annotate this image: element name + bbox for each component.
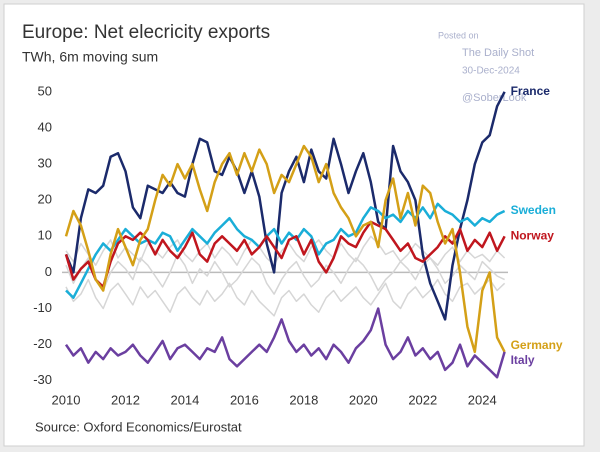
x-tick-label: 2016 — [230, 392, 259, 407]
x-tick-label: 2014 — [170, 392, 199, 407]
series-label: Norway — [511, 228, 555, 242]
y-tick-label: 30 — [38, 156, 52, 171]
series-line — [64, 144, 506, 354]
y-tick-label: -20 — [33, 336, 52, 351]
x-tick-label: 2012 — [111, 392, 140, 407]
series-label: Sweden — [511, 203, 556, 217]
y-tick-label: -10 — [33, 300, 52, 315]
source: Source: Oxford Economics/Eurostat — [35, 419, 242, 434]
watermark: 30-Dec-2024 — [462, 66, 520, 77]
chart-title: Europe: Net elecricity exports — [22, 22, 270, 43]
series-line — [64, 307, 506, 379]
watermark: @SoberLook — [462, 92, 527, 104]
series-label: Germany — [511, 338, 563, 352]
x-tick-label: 2010 — [52, 392, 81, 407]
watermark: The Daily Shot — [462, 47, 534, 59]
x-tick-label: 2018 — [289, 392, 318, 407]
card — [3, 3, 585, 447]
watermark: Posted on — [438, 30, 479, 40]
series-line — [64, 91, 506, 321]
x-tick-label: 2022 — [408, 392, 437, 407]
y-tick-label: -30 — [33, 372, 52, 387]
series-label: France — [511, 84, 551, 98]
series-label: Italy — [511, 353, 535, 367]
chart-subtitle: TWh, 6m moving sum — [22, 49, 158, 65]
y-tick-label: 20 — [38, 192, 52, 207]
x-tick-label: 2020 — [349, 392, 378, 407]
series-line — [64, 220, 506, 289]
y-tick-label: 50 — [38, 83, 52, 98]
y-tick-label: 10 — [38, 228, 52, 243]
x-tick-label: 2024 — [468, 392, 497, 407]
y-tick-label: 40 — [38, 119, 52, 134]
y-tick-label: 0 — [45, 264, 52, 279]
